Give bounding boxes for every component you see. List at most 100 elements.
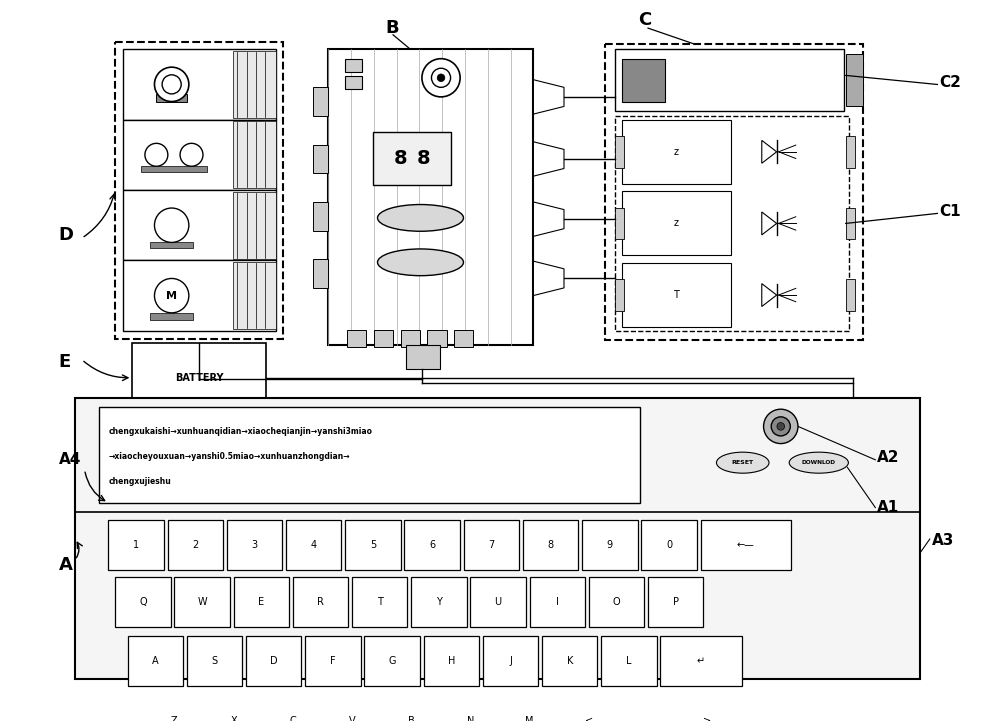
Bar — [115, 42, 283, 339]
Text: S: S — [211, 656, 218, 666]
Text: BATTERY: BATTERY — [175, 373, 223, 383]
Circle shape — [437, 74, 445, 81]
Text: X: X — [230, 715, 237, 721]
Bar — [523, 520, 578, 570]
Bar — [246, 637, 301, 686]
Bar — [174, 578, 230, 627]
Text: 9: 9 — [607, 540, 613, 550]
Bar — [233, 121, 276, 188]
Circle shape — [154, 278, 189, 313]
Text: ←—: ←— — [737, 540, 755, 550]
Text: P: P — [673, 597, 679, 607]
Bar — [615, 279, 624, 311]
Bar — [561, 696, 617, 721]
Bar — [141, 167, 207, 172]
Text: B: B — [385, 19, 399, 37]
Text: 8: 8 — [394, 149, 407, 168]
Text: U: U — [495, 597, 502, 607]
Bar — [846, 208, 855, 239]
Bar — [404, 520, 460, 570]
Bar — [324, 696, 380, 721]
Bar — [615, 208, 624, 239]
Text: C1: C1 — [939, 204, 961, 219]
Text: 5: 5 — [370, 540, 376, 550]
Circle shape — [180, 143, 203, 167]
Bar — [108, 520, 164, 570]
Text: M: M — [525, 715, 534, 721]
Text: chengxukaishi→xunhuanqidian→xiaocheqianjin→yanshi3miao: chengxukaishi→xunhuanqidian→xiaocheqianj… — [108, 427, 372, 435]
Text: A: A — [152, 656, 159, 666]
Bar — [313, 202, 328, 231]
Bar — [352, 578, 407, 627]
Text: A: A — [59, 556, 73, 574]
Text: Y: Y — [436, 597, 442, 607]
Text: 2: 2 — [192, 540, 198, 550]
Bar — [641, 520, 697, 570]
Circle shape — [422, 58, 460, 97]
Text: B: B — [408, 715, 415, 721]
Bar — [168, 520, 223, 570]
Bar — [383, 696, 439, 721]
Text: I: I — [556, 597, 559, 607]
Bar — [313, 145, 328, 173]
Text: C: C — [289, 715, 296, 721]
Text: RESET: RESET — [732, 460, 754, 465]
Bar — [401, 330, 420, 347]
Polygon shape — [762, 283, 777, 306]
Text: O: O — [613, 597, 620, 607]
Text: G: G — [388, 656, 396, 666]
Bar — [305, 637, 361, 686]
Text: DOWNLOD: DOWNLOD — [802, 460, 836, 465]
Text: H: H — [448, 656, 455, 666]
Text: ↵: ↵ — [697, 656, 705, 666]
Bar — [293, 578, 348, 627]
Text: L: L — [626, 656, 632, 666]
Bar — [605, 45, 863, 340]
Text: <: < — [585, 715, 593, 721]
Ellipse shape — [378, 205, 463, 231]
Text: z: z — [674, 147, 679, 156]
Bar — [345, 520, 401, 570]
Bar — [615, 49, 844, 111]
Text: C2: C2 — [939, 75, 961, 90]
Ellipse shape — [378, 249, 463, 275]
Circle shape — [154, 208, 189, 242]
Bar — [846, 136, 855, 167]
Bar — [233, 262, 276, 329]
Bar — [470, 578, 526, 627]
Bar — [502, 696, 557, 721]
Bar — [345, 76, 362, 89]
Bar — [373, 132, 451, 185]
Bar — [411, 578, 467, 627]
Polygon shape — [533, 142, 564, 176]
Bar — [648, 578, 703, 627]
Text: T: T — [673, 290, 679, 300]
Bar — [347, 330, 366, 347]
Circle shape — [162, 75, 181, 94]
Bar — [286, 520, 341, 570]
Circle shape — [764, 410, 798, 443]
Circle shape — [145, 143, 168, 167]
Text: →xiaocheyouxuan→yanshi0.5miao→xunhuanzhongdian→: →xiaocheyouxuan→yanshi0.5miao→xunhuanzho… — [108, 453, 350, 461]
Bar — [601, 637, 657, 686]
Bar — [406, 345, 440, 369]
Bar — [622, 192, 731, 255]
Text: A3: A3 — [932, 534, 954, 549]
Polygon shape — [533, 80, 564, 114]
Text: N: N — [467, 715, 474, 721]
Bar — [132, 343, 266, 412]
Text: .: . — [647, 715, 650, 721]
Circle shape — [431, 68, 451, 87]
Bar — [115, 578, 171, 627]
Bar — [313, 87, 328, 116]
Text: A1: A1 — [877, 500, 899, 515]
Text: D: D — [270, 656, 277, 666]
Bar — [582, 520, 638, 570]
Bar — [424, 637, 479, 686]
Polygon shape — [762, 141, 777, 163]
Bar — [427, 330, 447, 347]
Bar — [156, 94, 187, 102]
Polygon shape — [762, 212, 777, 235]
Text: K: K — [567, 656, 573, 666]
Text: F: F — [330, 656, 336, 666]
